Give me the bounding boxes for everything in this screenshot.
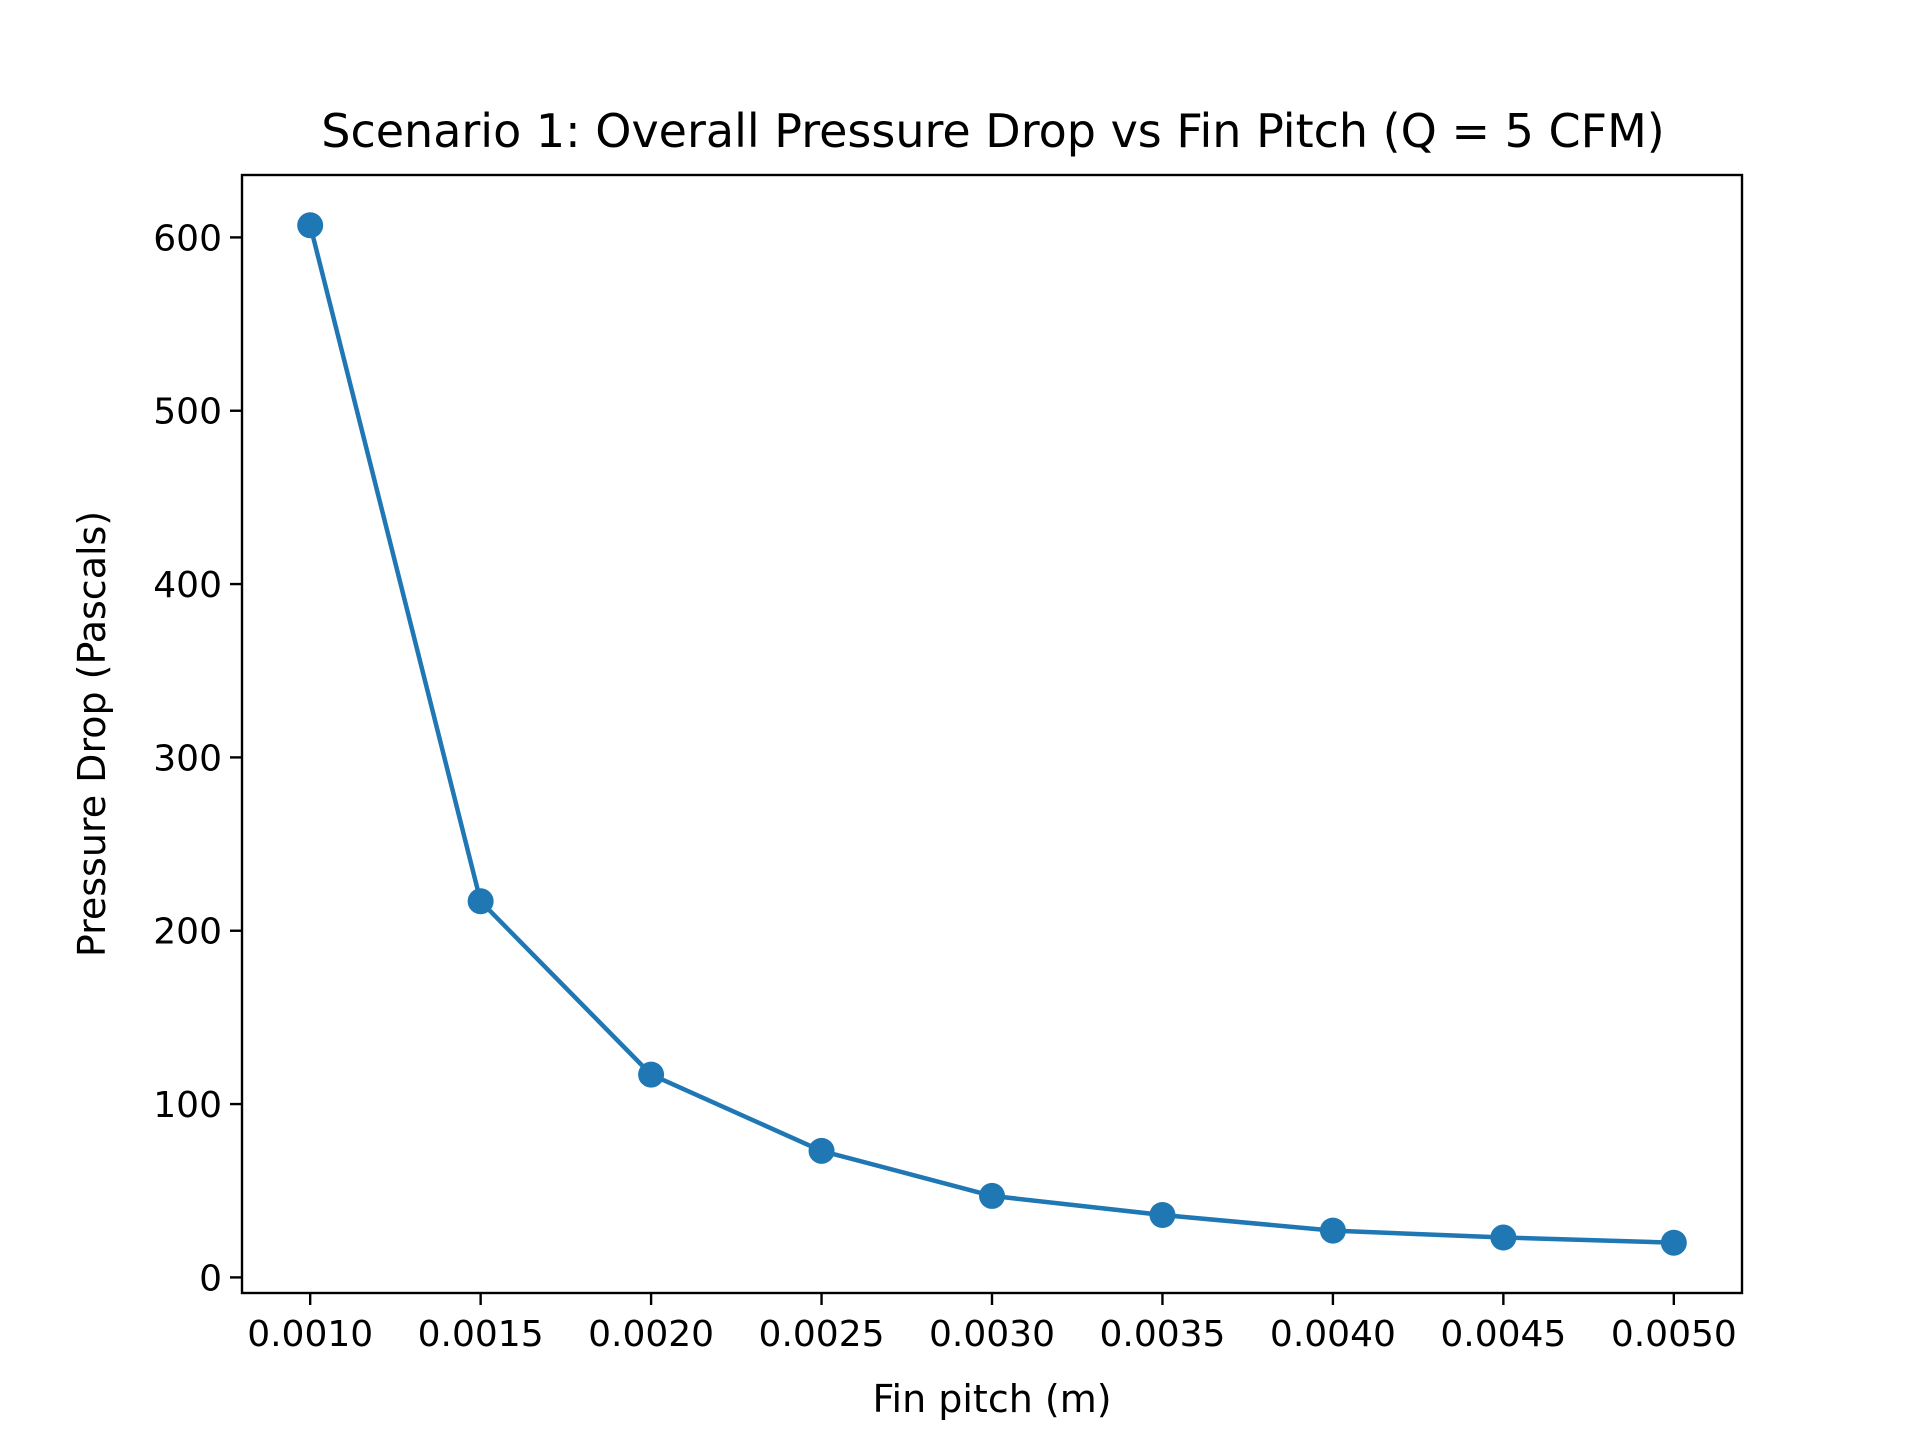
x-tick-label: 0.0035 (1099, 1314, 1225, 1355)
series-line (308, 224, 1674, 1245)
data-point (808, 1137, 835, 1164)
y-axis-label: Pressure Drop (Pascals) (70, 511, 114, 957)
data-point (1319, 1217, 1346, 1244)
x-tick-label: 0.0045 (1440, 1314, 1566, 1355)
y-tick-label: 400 (153, 565, 222, 606)
y-tick-label: 0 (199, 1258, 222, 1299)
x-tick-label: 0.0050 (1611, 1314, 1737, 1355)
y-tick-label: 600 (153, 218, 222, 259)
plot-frame (240, 173, 1744, 1295)
x-tick-label: 0.0010 (247, 1314, 373, 1355)
y-tick-label: 200 (153, 912, 222, 953)
data-point (979, 1182, 1005, 1209)
y-axis: 0 100 200 300 400 500 600 (153, 218, 242, 1299)
x-tick-label: 0.0015 (418, 1314, 544, 1355)
x-tick-label: 0.0030 (929, 1314, 1055, 1355)
x-axis: 0.0010 0.0015 0.0020 0.0025 0.0030 0.0035 0.00… (247, 1293, 1737, 1355)
chart-title: Scenario 1: Overall Pressure Drop vs Fin… (321, 104, 1664, 158)
data-point (467, 888, 494, 915)
x-axis-label: Fin pitch (m) (872, 1377, 1111, 1421)
x-tick-label: 0.0020 (588, 1314, 714, 1355)
y-tick-label: 500 (153, 392, 222, 433)
plot-area (297, 212, 1687, 1256)
data-point (297, 212, 324, 239)
data-point (1149, 1202, 1176, 1228)
data-point (1490, 1224, 1517, 1251)
data-point (1660, 1229, 1687, 1256)
x-tick-label: 0.0040 (1270, 1314, 1396, 1355)
data-point (638, 1061, 665, 1088)
y-tick-label: 100 (153, 1085, 222, 1126)
x-tick-label: 0.0025 (759, 1314, 885, 1355)
y-tick-label: 300 (153, 738, 222, 779)
